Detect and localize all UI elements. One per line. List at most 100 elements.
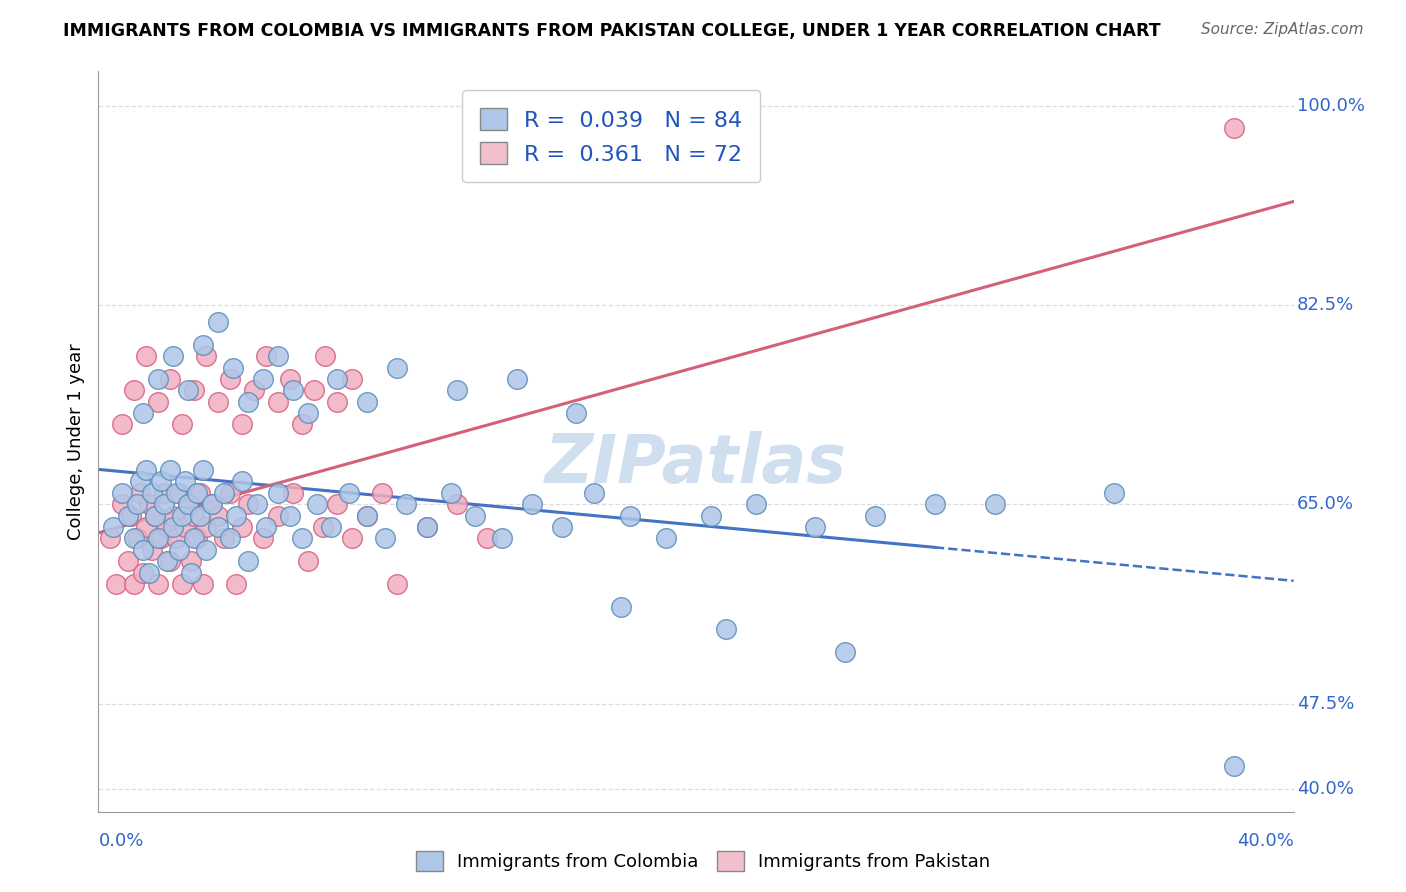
Point: [243, 384, 266, 398]
Point: [520, 497, 543, 511]
Point: [124, 384, 146, 398]
Point: [143, 508, 166, 523]
Point: [583, 485, 606, 500]
Point: [98, 532, 122, 546]
Point: [219, 532, 242, 546]
Point: [339, 485, 361, 500]
Point: [165, 532, 187, 546]
Point: [1223, 759, 1246, 773]
Point: [374, 532, 396, 546]
Point: [207, 394, 229, 409]
Point: [491, 532, 513, 546]
Text: 100.0%: 100.0%: [1298, 96, 1365, 114]
Point: [356, 508, 378, 523]
Point: [207, 508, 229, 523]
Point: [865, 508, 887, 523]
Point: [236, 394, 259, 409]
Point: [177, 497, 200, 511]
Point: [278, 508, 301, 523]
Point: [143, 508, 166, 523]
Point: [475, 532, 498, 546]
Point: [186, 485, 208, 500]
Point: [302, 384, 325, 398]
Point: [162, 349, 184, 363]
Point: [326, 394, 349, 409]
Point: [150, 532, 173, 546]
Text: 0.0%: 0.0%: [98, 832, 143, 850]
Point: [172, 508, 194, 523]
Point: [180, 554, 202, 568]
Point: [165, 485, 187, 500]
Point: [138, 497, 160, 511]
Text: 47.5%: 47.5%: [1298, 695, 1354, 713]
Point: [281, 485, 304, 500]
Legend: R =  0.039   N = 84, R =  0.361   N = 72: R = 0.039 N = 84, R = 0.361 N = 72: [463, 90, 761, 182]
Point: [305, 497, 328, 511]
Point: [356, 508, 378, 523]
Point: [610, 599, 633, 614]
Text: 40.0%: 40.0%: [1237, 832, 1294, 850]
Point: [326, 497, 349, 511]
Point: [167, 485, 190, 500]
Point: [219, 485, 242, 500]
Point: [174, 475, 197, 489]
Point: [371, 485, 394, 500]
Point: [225, 577, 247, 591]
Point: [132, 406, 155, 420]
Point: [148, 394, 170, 409]
Point: [655, 532, 678, 546]
Point: [111, 485, 134, 500]
Point: [150, 475, 173, 489]
Point: [141, 485, 163, 500]
Point: [745, 497, 768, 511]
Point: [195, 542, 218, 557]
Point: [278, 372, 301, 386]
Point: [153, 485, 176, 500]
Text: 65.0%: 65.0%: [1298, 495, 1354, 513]
Point: [129, 475, 152, 489]
Point: [804, 520, 827, 534]
Point: [464, 508, 486, 523]
Point: [385, 577, 409, 591]
Point: [446, 497, 468, 511]
Point: [315, 349, 337, 363]
Point: [124, 532, 146, 546]
Point: [159, 372, 181, 386]
Point: [231, 520, 253, 534]
Point: [267, 508, 290, 523]
Point: [395, 497, 418, 511]
Point: [252, 372, 274, 386]
Point: [201, 497, 224, 511]
Text: ZIPatlas: ZIPatlas: [546, 431, 846, 497]
Point: [117, 554, 139, 568]
Point: [135, 349, 157, 363]
Point: [246, 497, 269, 511]
Point: [342, 372, 364, 386]
Point: [186, 532, 208, 546]
Point: [159, 463, 181, 477]
Text: 82.5%: 82.5%: [1298, 296, 1354, 314]
Point: [550, 520, 572, 534]
Point: [120, 508, 142, 523]
Point: [156, 554, 179, 568]
Point: [132, 566, 155, 580]
Point: [326, 372, 349, 386]
Point: [111, 417, 134, 432]
Point: [195, 349, 218, 363]
Point: [103, 520, 125, 534]
Point: [700, 508, 723, 523]
Point: [148, 577, 170, 591]
Point: [212, 532, 235, 546]
Point: [356, 394, 378, 409]
Point: [141, 542, 163, 557]
Point: [172, 417, 194, 432]
Point: [191, 577, 214, 591]
Point: [231, 417, 253, 432]
Point: [191, 337, 214, 351]
Point: [183, 384, 205, 398]
Point: [188, 508, 211, 523]
Point: [191, 463, 214, 477]
Point: [321, 520, 343, 534]
Point: [565, 406, 588, 420]
Point: [297, 406, 319, 420]
